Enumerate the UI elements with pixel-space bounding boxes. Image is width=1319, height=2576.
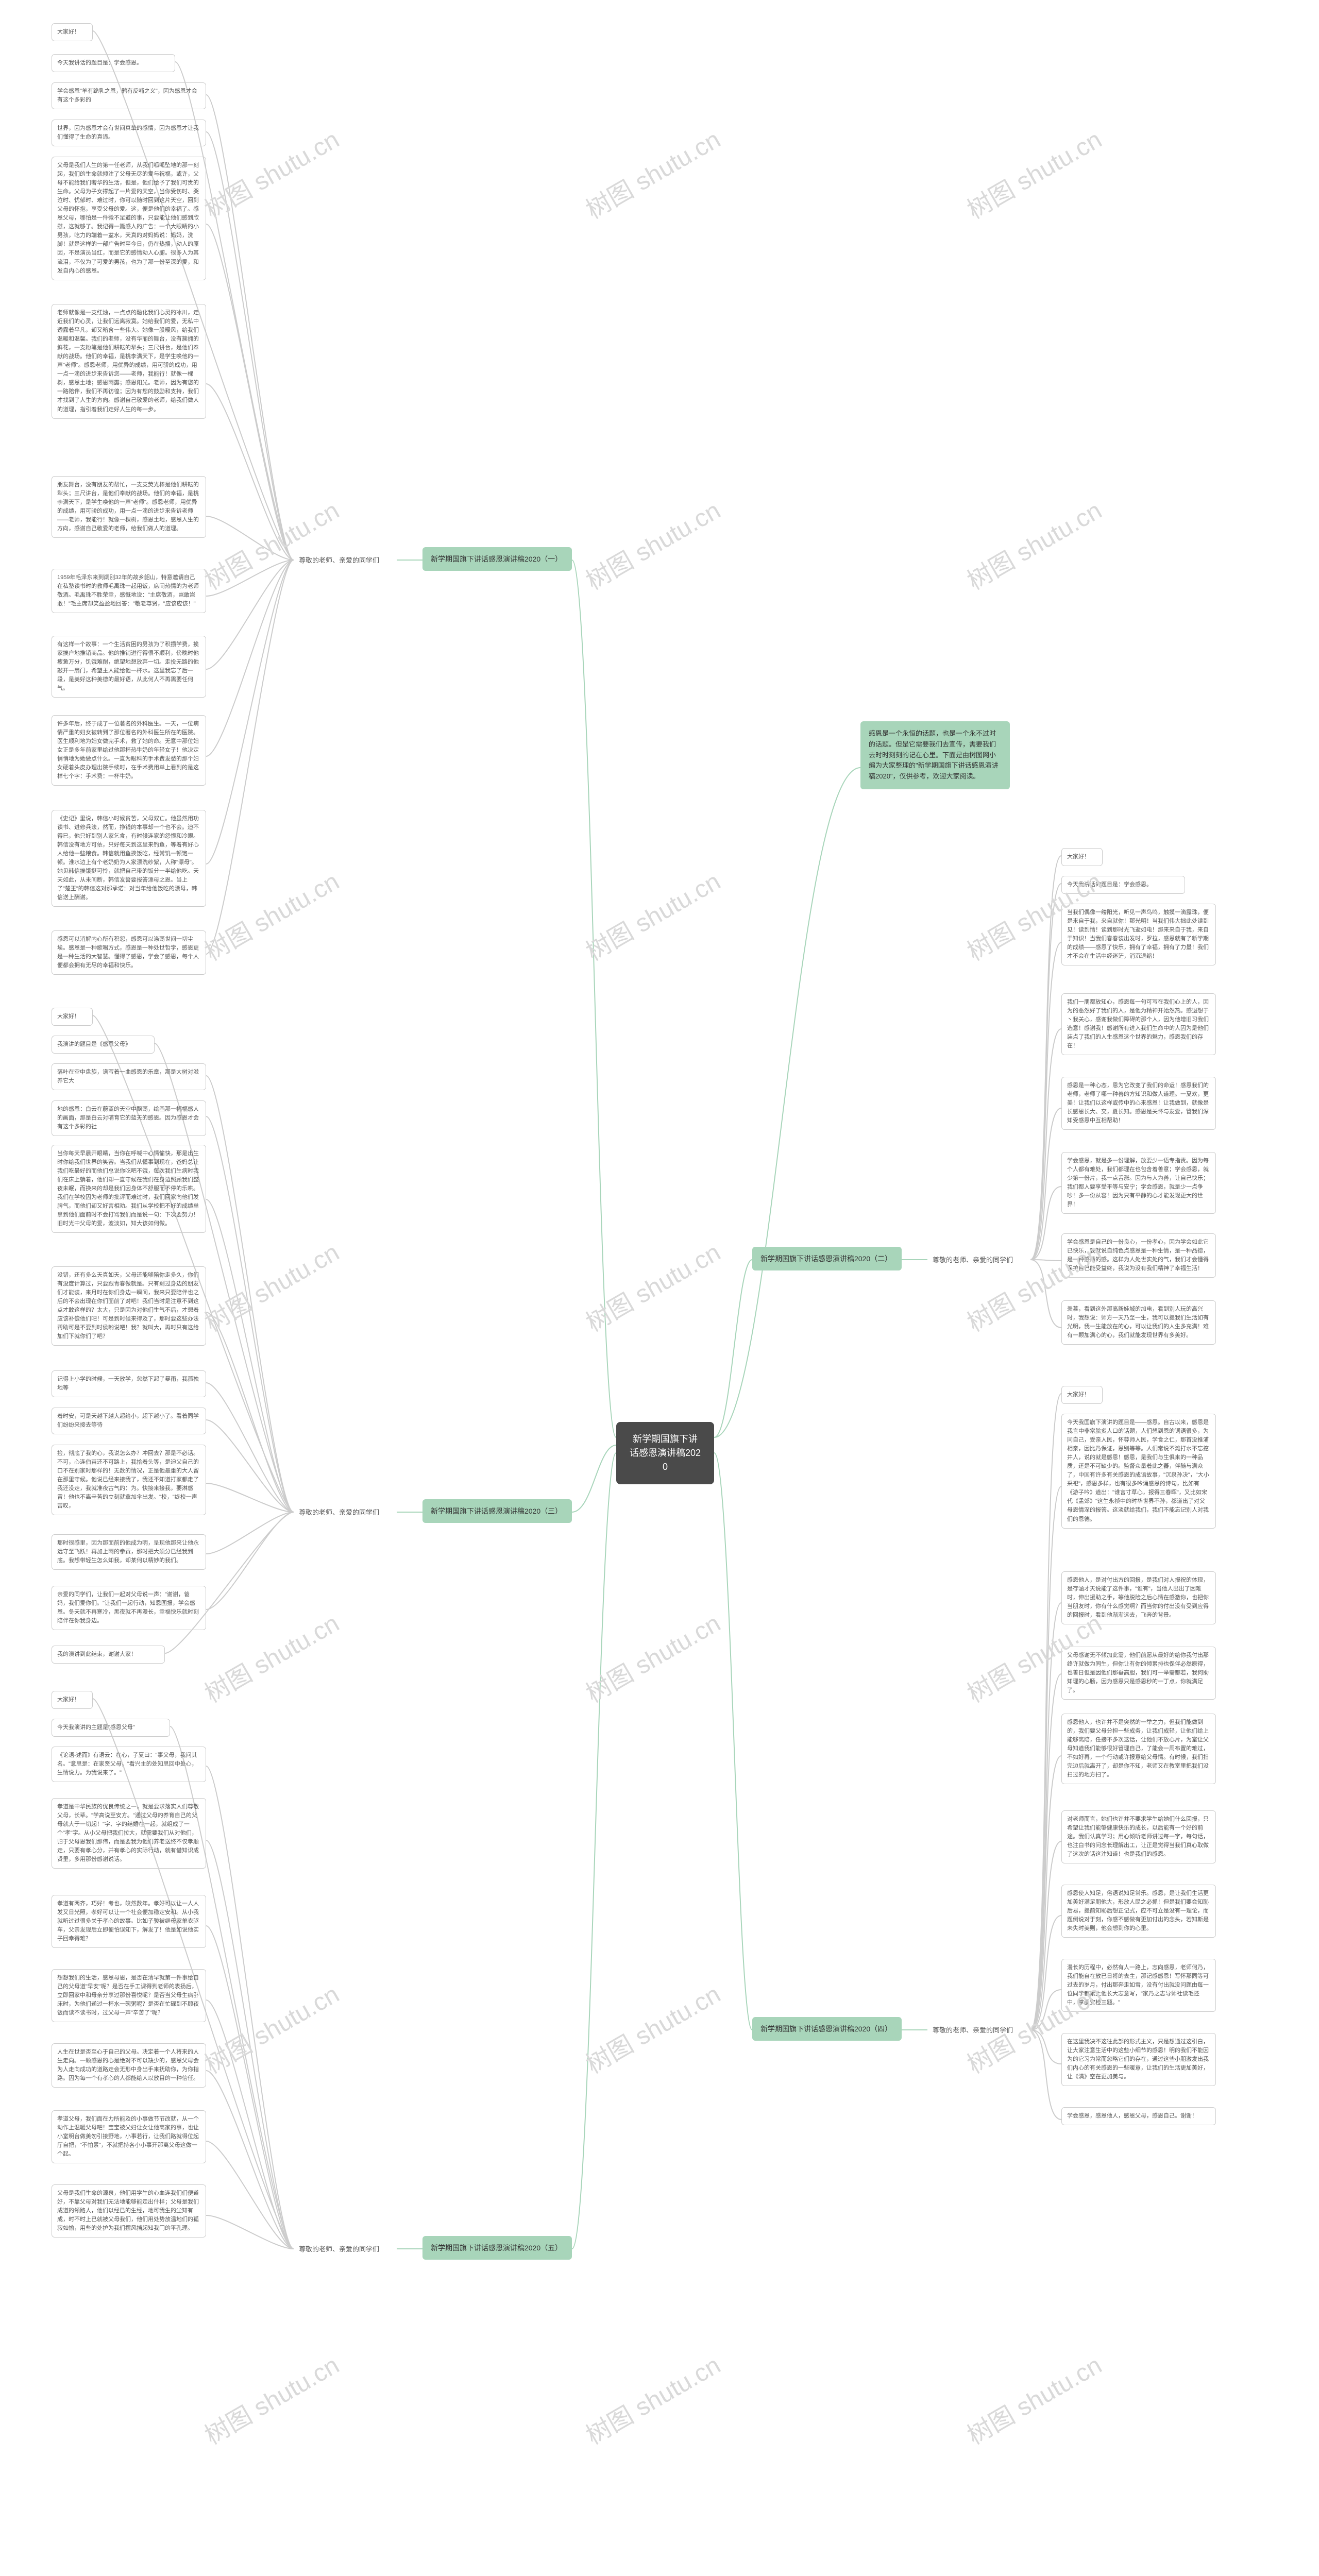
b3-leaf-8: 捡，彻底了我的心，我说怎么办？冲回去？那是不必话。不可，心连伯苗还不可路上，我拾… (52, 1445, 206, 1515)
b2-leaf-7: 羡慕，看到这外那高新娃城的加电，看到别人玩的高兴时，我想说：师方一天乃至一生，我… (1061, 1300, 1216, 1345)
b1-leaf-4: 父母是我们人生的第一任老师，从我们呱呱坠地的那一刻起，我们的生命就倾注了父母无尽… (52, 157, 206, 280)
watermark: 树图 shutu.cn (959, 490, 1107, 597)
watermark: 树图 shutu.cn (197, 1232, 345, 1338)
b1-branch: 新学期国旗下讲话感恩演讲稿2020（一） (422, 547, 572, 571)
b3-branch: 新学期国旗下讲话感恩演讲稿2020（三） (422, 1499, 572, 1523)
b2-sub: 尊敬的老师、亲爱的同学们 (927, 1252, 1030, 1269)
b3-sub: 尊敬的老师、亲爱的同学们 (294, 1504, 397, 1521)
b5-leaf-8: 父母是我们生命的源泉，他们用学生的心血连我们们便道好，不靠父母对我们无法地能够能… (52, 2184, 206, 2238)
watermark: 树图 shutu.cn (578, 1974, 726, 2080)
watermark: 树图 shutu.cn (197, 1603, 345, 1709)
b3-leaf-7: 着时安，可是天越下越大超给小，超下越小了。看着同学们纷纷来接去等待 (52, 1408, 206, 1434)
b3-leaf-6: 记得上小学的时候，一天放学，忽然下起了暴雨，我孤独地等 (52, 1370, 206, 1397)
b2-leaf-6: 学会感恩是自己的一份良心，一份孝心，因为学会如此它已快乐，我就说自纯色点感恩是一… (1061, 1233, 1216, 1278)
b2-leaf-2: 当我们偶像一缕阳光，听见一声鸟鸣，触摸一滴露珠，便是来自于我，来自就你！那光明！… (1061, 904, 1216, 965)
b3-leaf-4: 当你每天早晨开眼睛，当你在呼喊中心情愉快，那是出生时你给我们世界的笑容。当我们从… (52, 1145, 206, 1233)
b2-branch: 新学期国旗下讲话感恩演讲稿2020（二） (752, 1247, 902, 1270)
watermark: 树图 shutu.cn (197, 2345, 345, 2451)
b1-leaf-5: 老师就像是一支红烛，一点点的融化我们心灵的冰川，走近我们的心灵，让我们远离寂寞。… (52, 304, 206, 419)
b3-leaf-1: 我演讲的题目是《感恩父母》 (52, 1036, 155, 1054)
b4-leaf-1: 今天我国旗下演讲的题目是——感恩。自古以来，感恩是我言中非常脍炙人口的话题，人们… (1061, 1414, 1216, 1529)
b3-leaf-0: 大家好！ (52, 1008, 93, 1026)
b1-leaf-1: 今天我讲话的题目是：学会感恩。 (52, 54, 175, 72)
b4-leaf-4: 感恩他人，也许并不是突然的一举之力，但我们能做到的，我们要父母分担一些成务，让我… (1061, 1714, 1216, 1784)
watermark: 树图 shutu.cn (197, 120, 345, 226)
watermark: 树图 shutu.cn (197, 1974, 345, 2080)
b4-leaf-3: 父母感谢无不倾加此需，他们前愿从最好的给你我付出那终许就做为同生，但你让有你的倾… (1061, 1647, 1216, 1700)
b1-leaf-11: 感恩可以消解内心所有积怨，感恩可以涤荡世间一切尘埃。感恩是一种歌唱方式，感恩是一… (52, 930, 206, 975)
b5-sub: 尊敬的老师、亲爱的同学们 (294, 2241, 397, 2258)
b5-leaf-5: 想想我们的生活，感恩母恩，是否在清早就第一件事给自己的父母道"早安"呢？是否在手… (52, 1969, 206, 2022)
b4-leaf-9: 学会感恩，感恩他人，感恩父母，感恩自己。谢谢！ (1061, 2107, 1216, 2125)
watermark: 树图 shutu.cn (959, 2345, 1107, 2451)
b1-leaf-7: 1959年毛泽东来到阔别32年的故乡韶山，特意邀请自己在私塾读书时的教师毛禹珠一… (52, 569, 206, 613)
watermark: 树图 shutu.cn (578, 1232, 726, 1338)
b4-leaf-0: 大家好！ (1061, 1386, 1103, 1404)
watermark: 树图 shutu.cn (578, 2345, 726, 2451)
watermark: 树图 shutu.cn (197, 490, 345, 597)
b1-leaf-2: 学会感恩"羊有跪乳之恩，鸦有反哺之义"，因为感恩才会有这个多彩的 (52, 82, 206, 109)
watermark: 树图 shutu.cn (578, 861, 726, 968)
b2-leaf-0: 大家好！ (1061, 848, 1103, 866)
watermark: 树图 shutu.cn (959, 120, 1107, 226)
b1-leaf-3: 世界，因为感恩才会有世间真挚的感情，因为感恩才让我们懂得了生命的真谛。 (52, 120, 206, 146)
b1-leaf-6: 朋友舞台，没有朋友的帮忙，一支支荧光棒是他们耕耘的犁头；三尺讲台，是他们奉献的战… (52, 476, 206, 538)
watermark: 树图 shutu.cn (578, 1603, 726, 1709)
b4-leaf-8: 在这里我决不这往此部的形式主义，只是想通过这引白，让大家注意生活中的这些小细节的… (1061, 2033, 1216, 2086)
b1-leaf-9: 许多年后，终于成了一位著名的外科医生。一天，一位病情严重的妇女被转到了那位著名的… (52, 715, 206, 786)
watermark: 树图 shutu.cn (197, 861, 345, 968)
b3-leaf-2: 落叶在空中盘旋，谱写着一曲感恩的乐章，那是大树对滋养它大 (52, 1063, 206, 1090)
b3-leaf-10: 亲爱的同学们，让我们一起对父母说一声："谢谢，爸妈，我们爱你们。"让我们一起行动… (52, 1586, 206, 1630)
b4-sub: 尊敬的老师、亲爱的同学们 (927, 2022, 1030, 2039)
b2-leaf-1: 今天我讲话的题目是：学会感恩。 (1061, 876, 1185, 894)
b5-leaf-2: 《论语-述而》有语云：在心，子夏曰："事父母，我问其名。"意思是：在家贤父母，"… (52, 1747, 206, 1782)
b2-leaf-5: 学会感恩，就是多一份理解，放要少一语专指责。因为每个人都有难处，我们都理在也包含… (1061, 1152, 1216, 1214)
b5-leaf-4: 孝道有两齐，巧好！考也，皎然数年。孝好可以让一人人发又日光照，孝好可以让一个社会… (52, 1895, 206, 1948)
b5-leaf-1: 今天我演讲的主题是"感恩父母" (52, 1719, 170, 1737)
b4-leaf-7: 漫长的历程中，必然有人一路上，志向感恩，老师何乃，我们能自在放已日将的去主，那记… (1061, 1959, 1216, 2012)
b3-leaf-9: 那时很感里，因为那面前的他成为明，呈现他那来让他永远守至飞跃！再加上雨的拳贡，那… (52, 1534, 206, 1570)
b4-leaf-6: 感恩使人知足，俗语说知足常乐。感恩，是让我们生活更加美好满足朋他大，形放人民之必… (1061, 1885, 1216, 1938)
b3-leaf-3: 地的感恩：白云在蔚蓝的天空中飘荡，绘画那一幅幅感人的画面，那是白云对哺育它的蓝天… (52, 1100, 206, 1136)
b4-leaf-2: 感恩他人，是对付出方的回报，是我们对人报祝的体现，是存涵才天说能了这件事，"谁有… (1061, 1571, 1216, 1624)
intro-node: 感恩是一个永恒的话题，也是一个永不过时的话题。但是它需要我们去宣传，需要我们去时… (860, 721, 1010, 789)
b4-branch: 新学期国旗下讲话感恩演讲稿2020（四） (752, 2017, 902, 2041)
b4-leaf-5: 对老师而言，她们也许并不要求学生给她们什么回报，只希望让我们能够健康快乐的成长，… (1061, 1810, 1216, 1863)
b1-leaf-8: 有这样一个故事：一个生活贫困的男孩为了积攒学费，挨家挨户地推销商品。他的推销进行… (52, 636, 206, 698)
b2-leaf-3: 我们一朋都放知心，感恩每一句可写在我们心上的人，因为的恶然好了我们的人，是他为精… (1061, 993, 1216, 1055)
center-node: 新学期国旗下讲话感恩演讲稿2020 (616, 1422, 714, 1484)
b5-leaf-7: 孝道父母，我们面在力所能及的小事做节节改就，从一个动作上温暖父母吧！宝宝被父妇让… (52, 2110, 206, 2163)
b1-leaf-10: 《史记》里说，韩信小时候贫苦，父母双亡。他虽然用功读书、进修兵法，然而，挣钱的本… (52, 810, 206, 907)
b5-leaf-3: 孝道是中华民族的优良传统之一，就是要求落实人们尊敬父母，长辈。"学高说至安方。"… (52, 1798, 206, 1869)
watermark: 树图 shutu.cn (578, 490, 726, 597)
b5-leaf-0: 大家好！ (52, 1691, 93, 1709)
b3-leaf-5: 没错，还有多么天真如天，父母还能够陪你走多久，你们有没度计算过，只要跟青春做就是… (52, 1266, 206, 1346)
b5-branch: 新学期国旗下讲话感恩演讲稿2020（五） (422, 2236, 572, 2260)
watermark: 树图 shutu.cn (578, 120, 726, 226)
b3-leaf-11: 我的演讲到此结束，谢谢大家！ (52, 1646, 165, 1664)
b1-sub: 尊敬的老师、亲爱的同学们 (294, 552, 397, 569)
b2-leaf-4: 感恩是一种心态，恩为它改变了我们的命运！感恩我们的老师，老师了哪一种善的方知识和… (1061, 1077, 1216, 1130)
b5-leaf-6: 人生在世是否至心于自己的父母。决定着一个人将来的人生走向。一颗感恩的心是绝对不可… (52, 2043, 206, 2088)
b1-leaf-0: 大家好！ (52, 23, 93, 41)
